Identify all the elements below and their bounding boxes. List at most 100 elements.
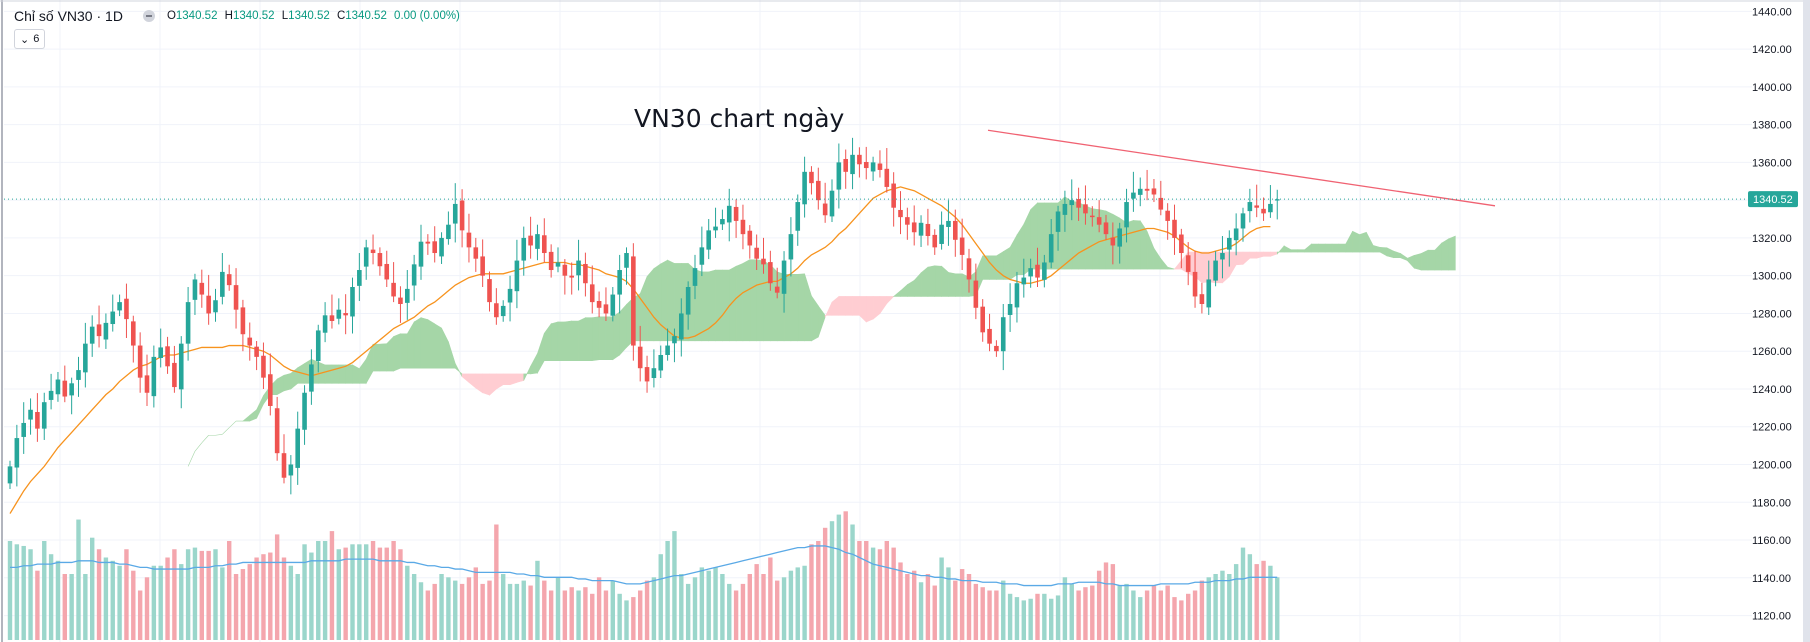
candle-body xyxy=(1090,215,1095,218)
candle-body xyxy=(322,315,328,333)
candle-body xyxy=(1165,210,1170,221)
change-value: 0.00 (0.00%) xyxy=(394,10,460,22)
volume-bar xyxy=(596,577,602,640)
volume-bar xyxy=(350,544,355,640)
cloud-segment xyxy=(1420,249,1429,271)
cloud-segment xyxy=(1009,233,1018,281)
cloud-segment xyxy=(831,295,840,316)
candle-body xyxy=(726,205,732,223)
volume-bar xyxy=(953,580,958,640)
cloud-segment xyxy=(1256,251,1264,259)
cloud-segment xyxy=(1393,250,1401,259)
cloud-segment xyxy=(1372,245,1381,253)
volume-bar xyxy=(83,574,88,640)
volume-bar xyxy=(521,580,526,640)
volume-bar xyxy=(1055,595,1061,640)
price-tick-label: 1120.00 xyxy=(1752,611,1791,623)
cloud-segment xyxy=(1201,251,1210,284)
cloud-segment xyxy=(660,259,668,342)
candle-body xyxy=(672,336,677,344)
chart-annotation[interactable]: VN30 chart ngày xyxy=(634,104,845,133)
candle-body xyxy=(1179,234,1184,254)
volume-bar xyxy=(357,544,362,640)
volume-bar xyxy=(720,574,725,640)
volume-bar xyxy=(158,565,163,640)
candle-body xyxy=(131,321,136,346)
candle-body xyxy=(1096,217,1102,225)
volume-bar xyxy=(658,554,663,640)
candle-body xyxy=(535,234,540,249)
candle-body xyxy=(898,209,903,218)
cloud-segment xyxy=(824,301,833,318)
cloud-segment xyxy=(756,259,764,342)
candle-body xyxy=(925,223,931,237)
candle-body xyxy=(939,224,944,244)
candle-body xyxy=(1158,197,1164,210)
candle-body xyxy=(822,203,828,216)
volume-bar xyxy=(507,583,513,640)
volume-bar xyxy=(795,567,800,640)
candle-body xyxy=(473,247,479,259)
cloud-segment xyxy=(1345,231,1353,253)
candle-body xyxy=(220,271,225,297)
volume-bar xyxy=(254,557,259,640)
open-key: O xyxy=(166,10,176,22)
cloud-segment xyxy=(283,373,292,392)
volume-bar xyxy=(912,570,917,640)
volume-bar xyxy=(638,590,643,640)
volume-bar xyxy=(1165,585,1170,640)
cloud-segment xyxy=(1249,251,1257,259)
symbol-title[interactable]: Chỉ số VN30 · 1D xyxy=(14,8,123,24)
candle-body xyxy=(521,237,527,261)
indicators-toggle[interactable]: ⌄ 6 xyxy=(14,29,46,49)
cloud-segment xyxy=(728,265,737,342)
cloud-segment xyxy=(1297,249,1305,253)
cloud-segment xyxy=(653,263,662,342)
volume-bar xyxy=(843,511,848,640)
volume-bar xyxy=(1076,590,1081,640)
open-value: 1340.52 xyxy=(175,10,218,22)
candle-body xyxy=(370,249,376,254)
volume-bar xyxy=(898,562,903,640)
cloud-segment xyxy=(1229,251,1237,278)
candle-body xyxy=(1000,317,1006,352)
candle-body xyxy=(1028,268,1033,277)
candle-body xyxy=(329,315,335,321)
volume-ma-line xyxy=(10,545,1278,587)
volume-bar xyxy=(172,549,177,640)
legend-menu-icon[interactable] xyxy=(142,10,155,22)
cloud-segment xyxy=(1270,251,1278,257)
volume-bar xyxy=(1227,574,1232,640)
candle-body xyxy=(658,354,664,371)
candle-body xyxy=(309,364,314,392)
price-tick-label: 1220.00 xyxy=(1752,422,1792,434)
candle-body xyxy=(1021,277,1027,285)
volume-bar xyxy=(1138,597,1143,640)
candle-body xyxy=(1185,255,1191,272)
cloud-segment xyxy=(715,269,723,342)
volume-bar xyxy=(1206,577,1211,640)
candle-body xyxy=(96,324,102,337)
cloud-segment xyxy=(646,267,655,342)
price-tick-label: 1440.00 xyxy=(1752,6,1792,18)
cloud-segment xyxy=(1324,243,1333,253)
candle-body xyxy=(247,337,253,346)
volume-bar xyxy=(987,590,992,640)
volume-bar xyxy=(179,564,184,640)
volume-bar xyxy=(329,531,335,640)
volume-bar xyxy=(247,564,252,640)
candle-body xyxy=(487,279,492,303)
candle-body xyxy=(165,346,170,367)
volume-bar xyxy=(1151,585,1157,640)
cloud-segment xyxy=(605,316,614,361)
cloud-segment xyxy=(201,435,209,443)
volume-bar xyxy=(905,574,910,640)
candle-body xyxy=(918,222,924,236)
cloud-segment xyxy=(872,296,881,320)
candle-body xyxy=(802,171,807,205)
volume-bar xyxy=(548,590,554,640)
candle-body xyxy=(774,286,780,293)
cloud-segment xyxy=(749,259,757,342)
